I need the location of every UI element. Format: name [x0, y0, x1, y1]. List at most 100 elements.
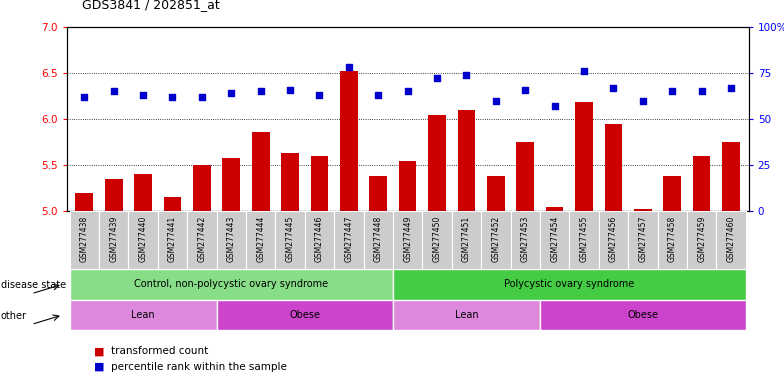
- Text: Lean: Lean: [131, 310, 155, 320]
- Point: [637, 98, 649, 104]
- Bar: [517, 142, 534, 211]
- Text: GSM277443: GSM277443: [227, 216, 236, 262]
- Text: GSM277459: GSM277459: [697, 216, 706, 262]
- Text: GSM277446: GSM277446: [315, 216, 324, 262]
- Bar: [275, 211, 305, 269]
- Text: GSM277447: GSM277447: [344, 216, 354, 262]
- Text: GSM277452: GSM277452: [492, 216, 500, 262]
- Point: [666, 88, 678, 94]
- Bar: [658, 211, 687, 269]
- Point: [695, 88, 708, 94]
- Bar: [310, 156, 328, 211]
- Bar: [569, 211, 599, 269]
- Bar: [399, 161, 416, 211]
- Text: GSM277438: GSM277438: [80, 216, 89, 262]
- Text: GSM277453: GSM277453: [521, 216, 530, 262]
- Bar: [164, 197, 181, 211]
- Point: [548, 103, 561, 109]
- Text: GSM277450: GSM277450: [433, 216, 441, 262]
- Point: [343, 65, 355, 71]
- Bar: [393, 211, 423, 269]
- Bar: [687, 211, 717, 269]
- Bar: [99, 211, 129, 269]
- Text: GSM277441: GSM277441: [168, 216, 177, 262]
- Bar: [129, 211, 158, 269]
- Bar: [70, 300, 216, 330]
- Text: GSM277448: GSM277448: [374, 216, 383, 262]
- Text: GSM277454: GSM277454: [550, 216, 559, 262]
- Text: GSM277457: GSM277457: [638, 216, 648, 262]
- Bar: [428, 115, 446, 211]
- Point: [284, 86, 296, 93]
- Point: [724, 84, 737, 91]
- Bar: [604, 124, 622, 211]
- Bar: [481, 211, 510, 269]
- Bar: [70, 211, 99, 269]
- Point: [107, 88, 120, 94]
- Bar: [305, 211, 334, 269]
- Bar: [187, 211, 216, 269]
- Point: [254, 88, 267, 94]
- Text: GSM277449: GSM277449: [403, 216, 412, 262]
- Bar: [540, 300, 746, 330]
- Text: GSM277451: GSM277451: [462, 216, 471, 262]
- Text: GDS3841 / 202851_at: GDS3841 / 202851_at: [82, 0, 220, 12]
- Point: [166, 94, 179, 100]
- Point: [372, 92, 384, 98]
- Bar: [540, 211, 569, 269]
- Bar: [722, 142, 740, 211]
- Point: [578, 68, 590, 74]
- Point: [489, 98, 502, 104]
- Text: GSM277460: GSM277460: [727, 216, 735, 262]
- Text: GSM277440: GSM277440: [139, 216, 147, 262]
- Point: [136, 92, 149, 98]
- Text: GSM277458: GSM277458: [668, 216, 677, 262]
- Point: [401, 88, 414, 94]
- Bar: [634, 209, 652, 211]
- Bar: [340, 71, 358, 211]
- Bar: [546, 207, 564, 211]
- Text: GSM277456: GSM277456: [609, 216, 618, 262]
- Text: GSM277445: GSM277445: [285, 216, 295, 262]
- Text: ■: ■: [94, 346, 104, 356]
- Bar: [393, 269, 746, 300]
- Bar: [334, 211, 364, 269]
- Bar: [510, 211, 540, 269]
- Point: [78, 94, 90, 100]
- Bar: [158, 211, 187, 269]
- Text: Obese: Obese: [289, 310, 321, 320]
- Point: [607, 84, 619, 91]
- Bar: [216, 300, 393, 330]
- Text: transformed count: transformed count: [111, 346, 209, 356]
- Bar: [252, 132, 270, 211]
- Bar: [452, 211, 481, 269]
- Bar: [423, 211, 452, 269]
- Bar: [105, 179, 122, 211]
- Bar: [281, 153, 299, 211]
- Bar: [693, 156, 710, 211]
- Bar: [599, 211, 628, 269]
- Text: GSM277455: GSM277455: [579, 216, 589, 262]
- Point: [195, 94, 208, 100]
- Point: [430, 75, 443, 81]
- Text: disease state: disease state: [1, 280, 66, 290]
- Bar: [364, 211, 393, 269]
- Point: [460, 72, 473, 78]
- Bar: [628, 211, 658, 269]
- Text: percentile rank within the sample: percentile rank within the sample: [111, 362, 287, 372]
- Bar: [216, 211, 246, 269]
- Bar: [369, 176, 387, 211]
- Bar: [487, 176, 505, 211]
- Point: [313, 92, 325, 98]
- Point: [519, 86, 532, 93]
- Bar: [193, 165, 211, 211]
- Text: ■: ■: [94, 362, 104, 372]
- Point: [225, 90, 238, 96]
- Bar: [663, 176, 681, 211]
- Bar: [458, 110, 475, 211]
- Bar: [717, 211, 746, 269]
- Text: Lean: Lean: [455, 310, 478, 320]
- Text: Obese: Obese: [627, 310, 659, 320]
- Text: GSM277444: GSM277444: [256, 216, 265, 262]
- Text: Polycystic ovary syndrome: Polycystic ovary syndrome: [504, 279, 634, 289]
